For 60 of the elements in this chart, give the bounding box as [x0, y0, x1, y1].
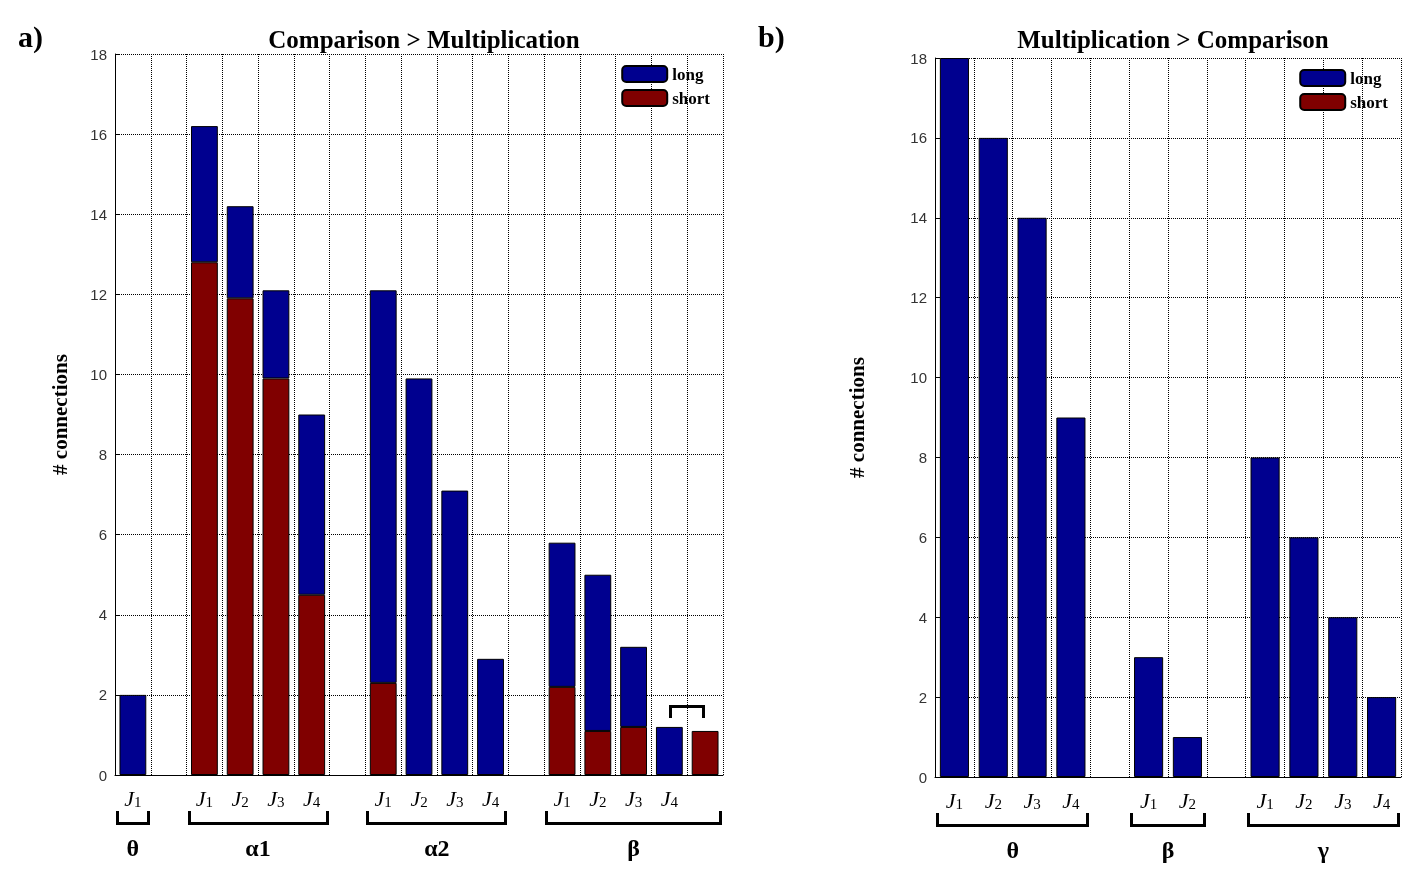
text: θ: [1005, 837, 1020, 864]
x-tick-label: J1: [374, 785, 392, 811]
x-tick-label: J1: [553, 785, 571, 811]
x-tick-label: J3: [624, 785, 643, 811]
y-tick-label: 16: [90, 125, 107, 143]
x-tick-label: J1: [124, 785, 142, 811]
x-tick-label: J2: [410, 785, 428, 811]
x-tick-label: J4: [1372, 787, 1391, 813]
y-tick-label: 16: [910, 129, 927, 147]
x-tick-label: J3: [1023, 787, 1041, 813]
y-tick-label: 12: [90, 285, 107, 303]
y-tick-label: 14: [90, 205, 107, 223]
x-tick-label: J1: [1256, 787, 1274, 813]
y-tick-label: 10: [910, 369, 927, 387]
y-axis-title: # connections: [844, 357, 869, 478]
y-tick-label: 12: [910, 289, 927, 307]
chart-title: Comparison > Multiplication: [268, 26, 580, 53]
text: α1: [244, 835, 272, 862]
y-tick-label: 0: [98, 766, 107, 784]
x-tick-label: J1: [1139, 787, 1158, 813]
x-tick-label: J2: [231, 785, 249, 811]
x-tick-label: J4: [660, 785, 679, 811]
y-tick-label: 8: [98, 446, 107, 464]
y-tick-label: 14: [910, 209, 927, 227]
text: β: [1160, 837, 1176, 864]
x-tick-label: J2: [984, 787, 1002, 813]
y-tick-label: 4: [918, 608, 927, 626]
y-tick-label: 4: [98, 606, 107, 624]
x-tick-label: J2: [589, 785, 607, 811]
text: α2: [423, 835, 451, 862]
text: γ: [1316, 837, 1330, 864]
chart-title: Multiplication > Comparison: [1017, 26, 1329, 53]
legend-label: short: [1350, 92, 1389, 112]
x-tick-label: J3: [1334, 787, 1352, 813]
text: β: [626, 835, 641, 862]
y-tick-label: 18: [910, 49, 927, 67]
x-tick-label: J3: [446, 785, 464, 811]
y-tick-label: 10: [90, 365, 107, 383]
text: θ: [125, 835, 141, 862]
x-tick-label: J4: [303, 785, 321, 811]
y-tick-label: 2: [918, 688, 927, 706]
y-tick-label: 6: [918, 528, 927, 546]
legend-label: long: [1350, 68, 1382, 88]
y-tick-label: 0: [918, 768, 927, 786]
y-tick-label: 18: [90, 45, 107, 63]
x-tick-label: J1: [195, 785, 214, 811]
x-tick-label: J1: [945, 787, 964, 813]
y-tick-label: 6: [98, 526, 107, 544]
text: b): [758, 20, 785, 54]
x-tick-label: J4: [481, 785, 500, 811]
x-tick-label: J2: [1295, 787, 1313, 813]
x-tick-label: J2: [1178, 787, 1197, 813]
text: a): [18, 20, 43, 54]
legend-label: short: [672, 88, 711, 108]
x-tick-label: J4: [1062, 787, 1081, 813]
y-axis-title: # connections: [47, 354, 72, 475]
x-tick-label: J3: [267, 785, 285, 811]
y-tick-label: 8: [918, 448, 927, 466]
legend-label: long: [672, 64, 704, 84]
y-tick-label: 2: [98, 686, 107, 704]
